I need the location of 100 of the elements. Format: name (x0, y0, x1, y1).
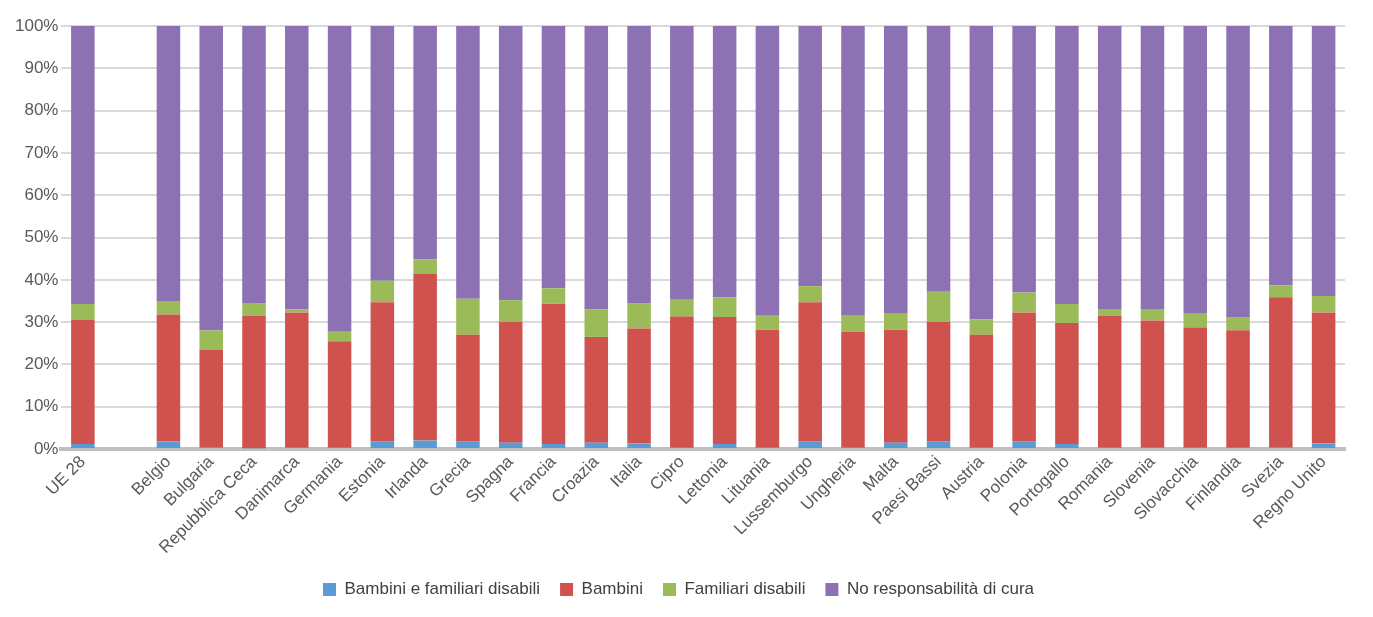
bar (156, 300, 181, 315)
bar (242, 26, 266, 304)
bar (1140, 320, 1165, 448)
bar (1183, 327, 1208, 448)
bar (627, 26, 651, 304)
bar (712, 297, 737, 318)
y-tick-label: 20% (24, 354, 59, 374)
bar (285, 26, 309, 310)
bar (841, 315, 865, 332)
bar (1311, 312, 1336, 444)
bar (584, 26, 609, 310)
bar (884, 26, 908, 314)
bar (712, 443, 737, 449)
bar (926, 441, 951, 449)
legend-label: Familiari disabili (684, 579, 806, 599)
bar (627, 443, 651, 449)
bar (327, 341, 352, 448)
y-tick-label: 90% (24, 57, 59, 77)
bar (370, 280, 395, 303)
bar (1012, 26, 1036, 293)
bar (969, 26, 994, 320)
bar (413, 259, 437, 274)
bar (670, 26, 694, 300)
bar (798, 441, 822, 449)
bar (285, 312, 309, 448)
bar (1055, 443, 1079, 449)
bar (884, 442, 908, 449)
bar (242, 303, 266, 316)
bar (670, 316, 694, 448)
bar (156, 441, 181, 449)
bar (1183, 313, 1208, 328)
bar (498, 442, 523, 449)
bar (1269, 26, 1293, 286)
bar (498, 26, 523, 301)
bar (498, 322, 523, 443)
bar (584, 309, 609, 337)
bar (926, 322, 951, 442)
y-tick-label: 10% (24, 396, 59, 416)
bar (627, 328, 651, 444)
bar (541, 303, 566, 444)
bar (413, 273, 437, 441)
y-tick-label: 60% (24, 184, 59, 204)
bar (926, 291, 951, 323)
bar (1311, 26, 1336, 296)
bar (627, 303, 651, 329)
bar (370, 26, 395, 281)
bar (1226, 26, 1250, 318)
bar (199, 349, 223, 447)
bar (199, 26, 223, 331)
bar (327, 331, 352, 342)
bar (242, 315, 266, 449)
bar (1097, 315, 1122, 448)
bar (1097, 309, 1122, 316)
legend-label: No responsabilità di cura (846, 579, 1035, 599)
bar (1055, 26, 1079, 304)
bar (541, 443, 566, 449)
bar (1226, 317, 1250, 331)
bar (541, 288, 566, 304)
y-tick-label: 80% (24, 100, 59, 120)
y-tick-label: 0% (33, 438, 59, 458)
bar (884, 313, 908, 330)
bar (456, 298, 480, 335)
bar (71, 320, 95, 444)
bar (841, 26, 865, 316)
bar (413, 26, 437, 260)
bar (1140, 26, 1165, 310)
bar (1012, 312, 1036, 442)
legend-label: Bambini e familiari disabili (344, 579, 541, 599)
bar (1269, 297, 1293, 447)
bar (541, 26, 566, 289)
bar (798, 26, 822, 287)
bar (1055, 303, 1079, 323)
bar (199, 330, 223, 350)
bar (456, 334, 480, 442)
bar (969, 334, 994, 448)
bar (1012, 292, 1036, 313)
bar (456, 26, 480, 299)
bar (670, 299, 694, 317)
bar (1183, 26, 1208, 314)
bar (413, 440, 437, 449)
y-tick-label: 40% (24, 269, 59, 289)
bar (712, 26, 737, 298)
bar (798, 302, 822, 442)
bar (755, 26, 780, 316)
bar (370, 441, 395, 449)
bar (1269, 285, 1293, 298)
bar (1012, 441, 1036, 449)
bar (584, 336, 609, 443)
legend-label: Bambini (581, 579, 643, 599)
bar (1226, 330, 1250, 448)
bar (584, 442, 609, 449)
bar (755, 315, 780, 330)
bar (1311, 295, 1336, 313)
bar (71, 26, 95, 304)
y-tick-label: 30% (24, 311, 59, 331)
bar (755, 329, 780, 448)
bar (71, 443, 95, 449)
bar (841, 331, 865, 448)
y-tick-label: 50% (24, 227, 59, 247)
bar (926, 26, 951, 292)
